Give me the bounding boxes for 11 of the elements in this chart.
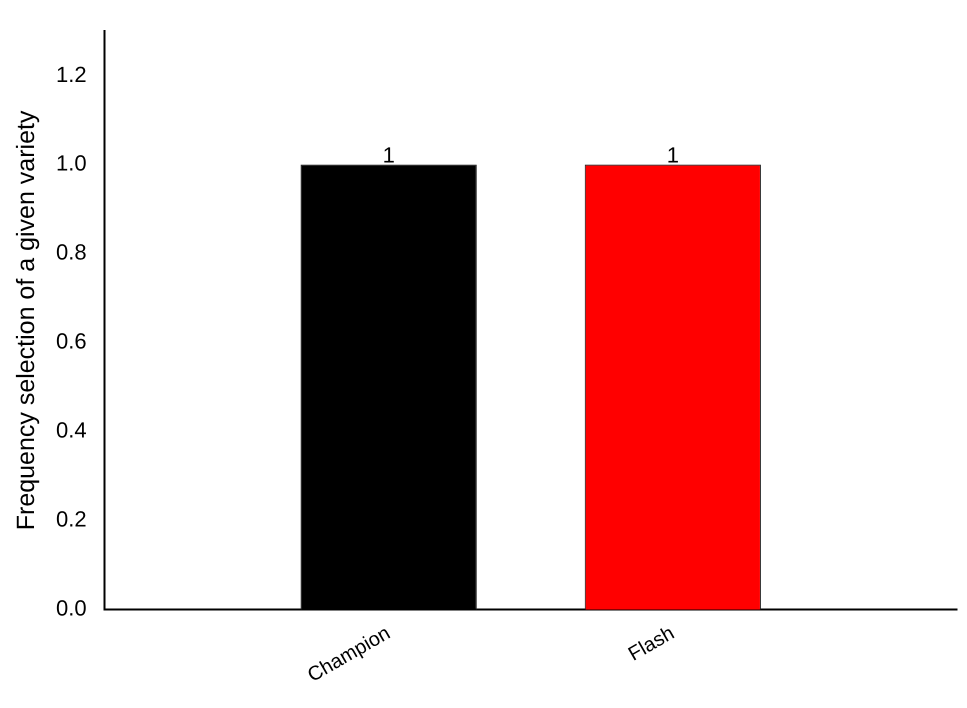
data-label: 1 <box>382 142 395 168</box>
y-tick-label: 0.8 <box>56 240 87 265</box>
data-label: 1 <box>666 142 679 168</box>
y-tick-label: 1.0 <box>56 150 87 176</box>
y-tick-label: 0.0 <box>56 596 87 621</box>
y-tick-label: 0.6 <box>56 328 87 354</box>
y-axis-title: Frequency selection of a given variety <box>12 110 40 530</box>
x-tick-label: Flash <box>624 622 678 666</box>
y-tick-label: 0.4 <box>56 418 87 443</box>
y-tick-label: 1.2 <box>56 62 87 87</box>
y-tick-label: 0.2 <box>56 506 87 532</box>
